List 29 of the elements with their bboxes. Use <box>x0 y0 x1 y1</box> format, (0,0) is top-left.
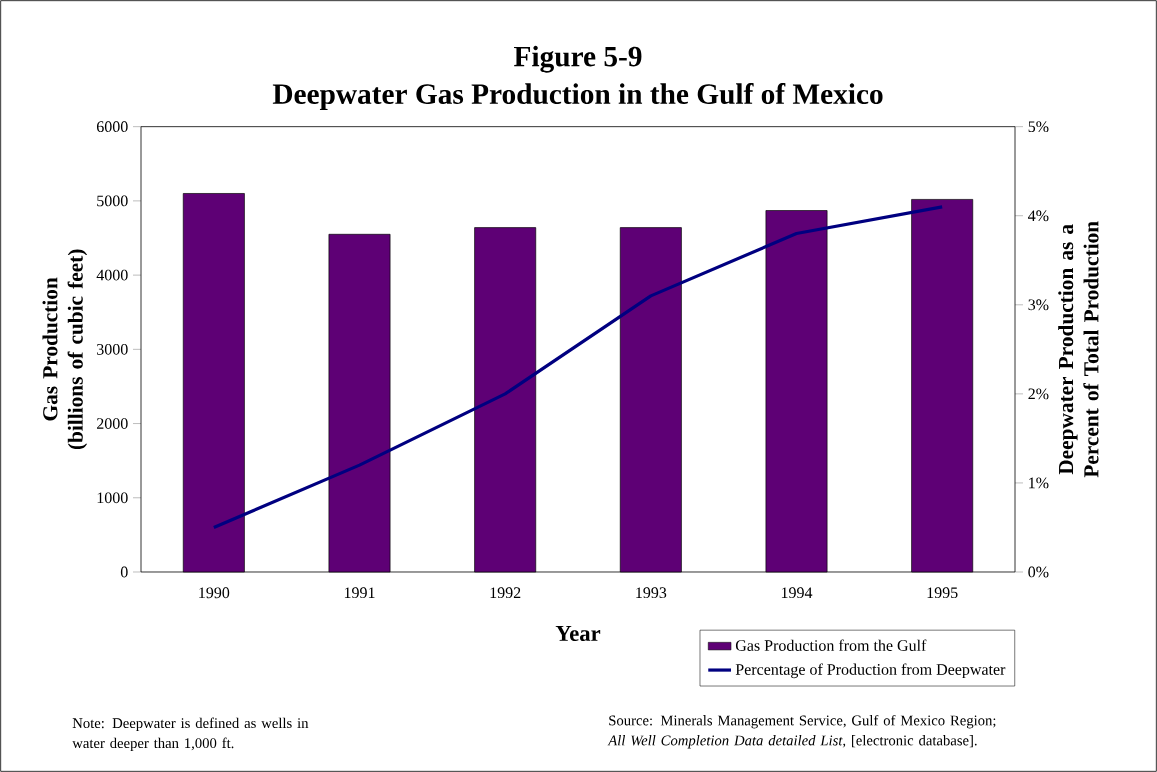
x-tick-label: 1992 <box>490 587 521 599</box>
y-tick-label: 3000 <box>97 343 128 355</box>
x-tick-label: 1994 <box>781 587 813 599</box>
y2-tick-label: 0% <box>1028 566 1049 578</box>
y-tick-label: 0 <box>120 566 128 578</box>
legend-label: Gas Production from the Gulf <box>735 639 927 651</box>
x-tick-label: 1991 <box>344 587 375 599</box>
source-note: Source: Minerals Management Service, Gulf of Mexico Region; All Well Completion Data detailed List, [electronic database]. <box>607 714 996 749</box>
x-tick-label: 1990 <box>199 587 230 599</box>
x-axis-title: Year <box>555 625 601 642</box>
x-tick-label: 1993 <box>636 587 667 599</box>
y2-axis-title: Deepwater Production as a Percent of Total Production <box>1058 221 1099 478</box>
y2-tick-label: 4% <box>1028 210 1049 222</box>
y2-tick-label: 1% <box>1029 477 1049 489</box>
y-tick-label: 4000 <box>96 269 128 281</box>
chart-subtitle: Deepwater Gas Production in the Gulf of Mexico <box>272 83 883 110</box>
y-tick-label: 1000 <box>97 492 128 504</box>
line-series <box>212 205 944 530</box>
x-tick-label: 1995 <box>927 587 958 599</box>
text: Note: Deepwater is defined as wells in water deeper than 1,000 ft. <box>72 717 309 752</box>
y-tick-label: 2000 <box>97 418 128 429</box>
y-tick-label: 6000 <box>96 121 128 133</box>
chart-title: Figure 5-9 <box>514 45 642 73</box>
y2-tick-label: 2% <box>1028 388 1049 400</box>
y-tick-label: 5000 <box>97 195 128 207</box>
y2-tick-label: 5% <box>1028 121 1049 133</box>
y-axis-title: Gas Production (billions of cubic feet) <box>42 249 88 450</box>
y2-tick-label: 3% <box>1028 299 1049 311</box>
legend-label: Percentage of Production from Deepwater <box>735 663 1006 679</box>
